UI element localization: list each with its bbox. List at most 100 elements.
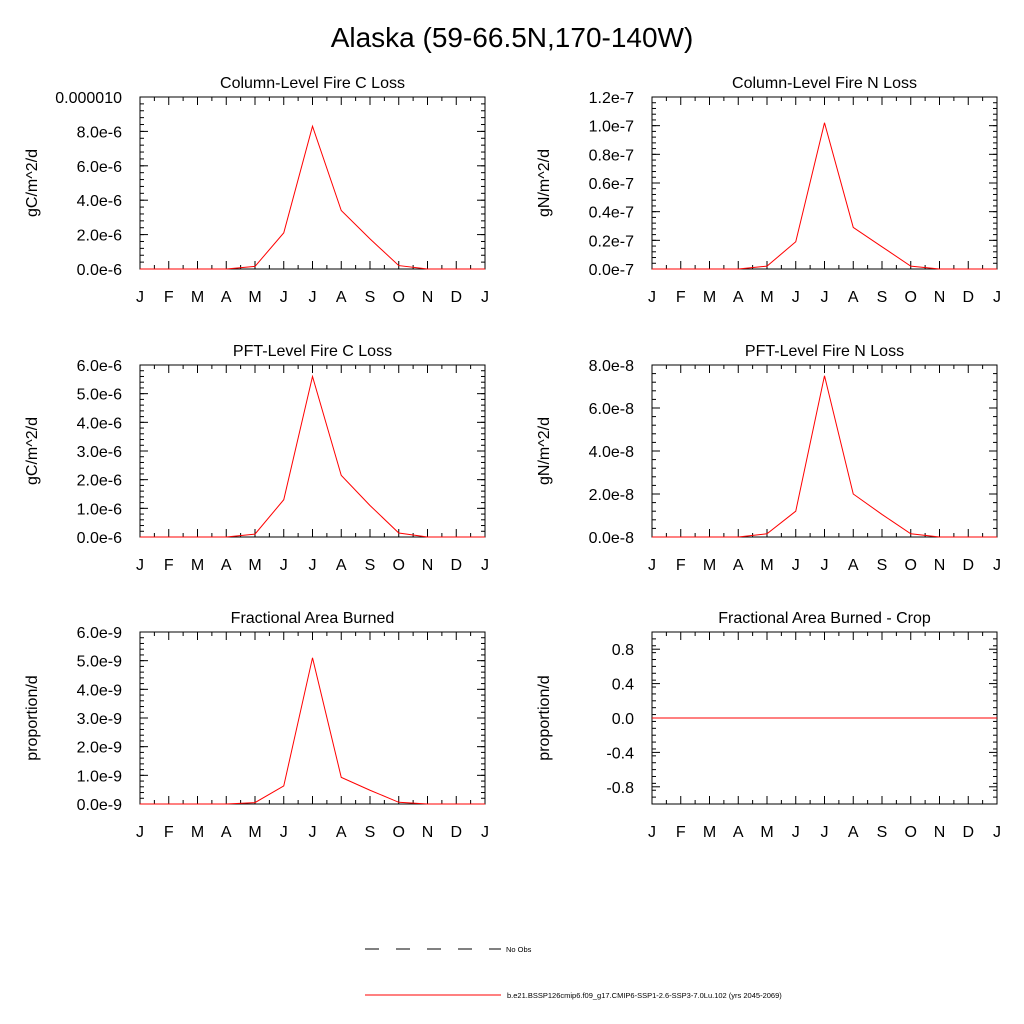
x-tick-label: F: [164, 557, 174, 574]
x-tick-label: M: [703, 557, 716, 574]
chart-title: Fractional Area Burned: [231, 610, 395, 627]
series-line: [652, 122, 997, 270]
x-tick-label: J: [309, 289, 317, 306]
x-tick-label: J: [792, 824, 800, 841]
y-tick-label: 2.0e-8: [589, 487, 634, 504]
chart-title: Column-Level Fire N Loss: [732, 75, 917, 92]
y-tick-label: 5.0e-6: [77, 387, 122, 404]
y-tick-label: 3.0e-6: [77, 444, 122, 461]
x-tick-label: J: [648, 824, 656, 841]
y-axis-label: proportion/d: [536, 675, 553, 760]
x-tick-label: O: [393, 289, 405, 306]
legend-model-label: b.e21.BSSP126cmip6.f09_g17.CMIP6-SSP1-2.…: [507, 991, 782, 1000]
x-tick-label: J: [280, 289, 288, 306]
x-tick-label: N: [934, 557, 946, 574]
plot-frame: [651, 364, 998, 538]
chart-title: PFT-Level Fire N Loss: [745, 343, 904, 360]
series-line: [652, 375, 997, 538]
x-tick-label: A: [221, 557, 232, 574]
y-tick-label: 0.0e-6: [77, 262, 122, 279]
y-tick-label: 3.0e-9: [77, 711, 122, 728]
x-tick-label: S: [877, 824, 888, 841]
x-tick-label: A: [848, 557, 859, 574]
y-tick-label: 4.0e-6: [77, 193, 122, 210]
y-tick-label: 2.0e-6: [77, 228, 122, 245]
y-tick-label: 1.0e-7: [589, 119, 634, 136]
y-tick-label: 4.0e-9: [77, 682, 122, 699]
x-tick-label: M: [191, 557, 204, 574]
x-tick-label: M: [191, 824, 204, 841]
x-tick-label: J: [821, 824, 829, 841]
x-tick-label: D: [962, 557, 974, 574]
y-tick-label: -0.8: [606, 780, 634, 797]
x-tick-label: J: [792, 289, 800, 306]
x-tick-label: J: [309, 557, 317, 574]
x-tick-label: S: [365, 557, 376, 574]
chart-title: Fractional Area Burned - Crop: [718, 610, 931, 627]
x-tick-label: J: [993, 289, 1001, 306]
x-tick-label: A: [733, 824, 744, 841]
plot-frame: [139, 364, 486, 538]
y-tick-label: 1.0e-9: [77, 768, 122, 785]
x-tick-label: S: [877, 557, 888, 574]
x-tick-label: N: [422, 289, 434, 306]
x-tick-label: M: [191, 289, 204, 306]
x-tick-label: J: [648, 289, 656, 306]
y-tick-label: 1.0e-6: [77, 501, 122, 518]
y-tick-label: 2.0e-6: [77, 473, 122, 490]
x-tick-label: M: [703, 289, 716, 306]
x-tick-label: D: [450, 289, 462, 306]
x-tick-label: J: [136, 289, 144, 306]
x-tick-label: M: [703, 824, 716, 841]
chart-panel: Fractional Area Burned - Crop proportion/…: [536, 610, 1001, 841]
x-tick-label: N: [422, 824, 434, 841]
page-title: Alaska (59-66.5N,170-140W): [330, 22, 694, 53]
series-line: [140, 124, 485, 270]
y-axis-label: gC/m^2/d: [24, 417, 41, 485]
y-tick-label: 1.2e-7: [589, 90, 634, 107]
x-tick-label: M: [760, 557, 773, 574]
x-tick-label: J: [821, 557, 829, 574]
x-tick-label: F: [164, 824, 174, 841]
x-tick-label: M: [760, 824, 773, 841]
y-axis-label: gC/m^2/d: [24, 149, 41, 217]
x-tick-label: J: [280, 557, 288, 574]
x-tick-label: M: [248, 557, 261, 574]
y-tick-label: 0.0: [612, 711, 634, 728]
x-tick-label: J: [481, 824, 489, 841]
y-tick-label: 0.4: [612, 677, 634, 694]
x-tick-label: J: [136, 824, 144, 841]
x-tick-label: N: [934, 824, 946, 841]
x-tick-label: M: [248, 289, 261, 306]
x-tick-label: F: [164, 289, 174, 306]
y-tick-label: 0.6e-7: [589, 176, 634, 193]
series-line: [140, 374, 485, 538]
x-tick-label: J: [309, 824, 317, 841]
x-tick-label: D: [450, 824, 462, 841]
x-tick-label: J: [280, 824, 288, 841]
x-tick-label: A: [733, 289, 744, 306]
x-tick-label: M: [760, 289, 773, 306]
y-tick-label: 0.8: [612, 642, 634, 659]
x-tick-label: S: [365, 289, 376, 306]
y-tick-label: 0.8e-7: [589, 147, 634, 164]
x-tick-label: A: [221, 289, 232, 306]
y-tick-label: 0.0e-8: [589, 530, 634, 547]
x-tick-label: S: [877, 289, 888, 306]
x-tick-label: O: [905, 824, 917, 841]
y-tick-label: 0.0e-9: [77, 797, 122, 814]
y-tick-label: -0.4: [606, 745, 634, 762]
y-axis-label: gN/m^2/d: [536, 149, 553, 217]
x-tick-label: F: [676, 557, 686, 574]
y-tick-label: 5.0e-9: [77, 654, 122, 671]
chart-title: Column-Level Fire C Loss: [220, 75, 405, 92]
series-line: [140, 657, 485, 805]
x-tick-label: F: [676, 289, 686, 306]
x-tick-label: A: [221, 824, 232, 841]
x-tick-label: A: [848, 824, 859, 841]
